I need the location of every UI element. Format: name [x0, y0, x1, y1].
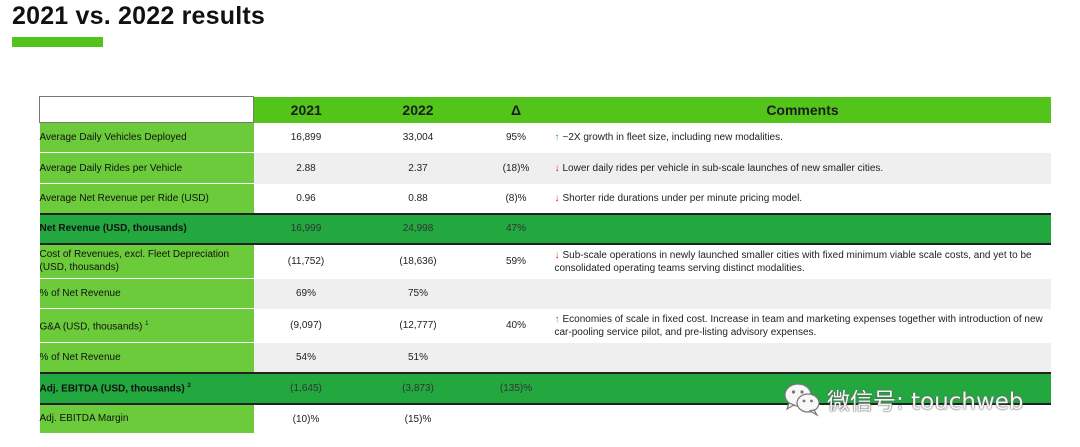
table-row: % of Net Revenue 69% 75% — [39, 278, 1051, 309]
value-delta: (8)% — [477, 183, 555, 214]
row-label: % of Net Revenue — [39, 342, 254, 373]
comment-cell: ↑ Economies of scale in fixed cost. Incre… — [554, 308, 1051, 343]
wechat-watermark: 微信号: touchweb — [783, 380, 1024, 418]
row-label: G&A (USD, thousands) 1 — [39, 308, 254, 343]
arrow-up-icon: ↑ — [554, 132, 560, 143]
arrow-down-icon: ↓ — [554, 192, 560, 204]
comment-text: Lower daily rides per vehicle in sub-sca… — [562, 162, 884, 174]
value-2021: 16,999 — [253, 212, 359, 245]
header-blank-cell — [39, 96, 254, 123]
wechat-icon — [783, 381, 821, 417]
arrow-down-icon: ↓ — [554, 249, 560, 261]
row-label: % of Net Revenue — [39, 278, 254, 309]
value-2021: (11,752) — [253, 243, 359, 279]
row-label-text: G&A (USD, thousands) — [39, 321, 143, 333]
value-2022: 33,004 — [358, 122, 478, 153]
value-2021: (9,097) — [253, 308, 359, 343]
value-2022: (12,777) — [358, 308, 478, 343]
table-row-emphasis: Adj. EBITDA (USD, thousands) 2 (1,645) (… — [39, 371, 1051, 405]
page-title: 2021 vs. 2022 results — [12, 2, 266, 30]
value-2021: 2.88 — [253, 152, 359, 184]
comment-cell: ↓ Sub-scale operations in newly launched … — [554, 243, 1051, 279]
value-delta: (18)% — [477, 152, 555, 184]
header-2021: 2021 — [253, 96, 359, 123]
comment-cell — [554, 212, 1051, 245]
header-comments: Comments — [554, 96, 1051, 123]
value-2021: (10)% — [253, 403, 359, 434]
value-2022: (15)% — [358, 403, 478, 434]
table-row-emphasis: Net Revenue (USD, thousands) 16,999 24,9… — [39, 212, 1051, 245]
value-2021: 0.96 — [253, 183, 359, 214]
value-2022: 2.37 — [358, 152, 478, 184]
table-header-row: 2021 2022 Δ Comments — [39, 96, 1051, 123]
value-2022: 24,998 — [358, 212, 478, 245]
comment-cell: ↓ Lower daily rides per vehicle in sub-sc… — [554, 152, 1051, 184]
value-2022: 75% — [358, 278, 478, 309]
row-label: Average Daily Vehicles Deployed — [39, 122, 254, 153]
results-table: 2021 2022 Δ Comments Average Daily Vehic… — [39, 96, 1051, 434]
comment-text: Economies of scale in fixed cost. Increa… — [554, 313, 1043, 338]
watermark-text: 微信号: touchweb — [827, 389, 1024, 415]
value-2021: (1,645) — [253, 371, 359, 405]
value-delta — [477, 403, 555, 434]
value-delta: 59% — [477, 243, 555, 279]
table-row: Average Daily Rides per Vehicle 2.88 2.3… — [39, 152, 1051, 184]
row-label: Average Daily Rides per Vehicle — [39, 152, 254, 184]
footnote-marker: 1 — [145, 320, 149, 327]
footnote-marker: 2 — [187, 383, 191, 390]
arrow-up-icon: ↑ — [554, 313, 560, 325]
comment-cell: ↓ Shorter ride durations under per minute… — [554, 183, 1051, 214]
table-row: Adj. EBITDA Margin (10)% (15)% — [39, 403, 1051, 434]
row-label: Net Revenue (USD, thousands) — [39, 212, 254, 245]
row-label-text: Adj. EBITDA (USD, thousands) — [39, 383, 185, 395]
value-2022: (3,873) — [358, 371, 478, 405]
value-2021: 69% — [253, 278, 359, 309]
arrow-down-icon: ↓ — [554, 162, 560, 174]
table-row: Average Net Revenue per Ride (USD) 0.96 … — [39, 183, 1051, 214]
value-delta: 95% — [477, 122, 555, 153]
value-delta: (135)% — [477, 371, 555, 405]
table-row: Average Daily Vehicles Deployed 16,899 3… — [39, 122, 1051, 153]
table-row: Cost of Revenues, excl. Fleet Depreciati… — [39, 243, 1051, 279]
value-delta — [477, 278, 555, 309]
value-2022: (18,636) — [358, 243, 478, 279]
comment-cell — [554, 278, 1051, 309]
row-label: Average Net Revenue per Ride (USD) — [39, 183, 254, 214]
title-underline-bar — [12, 37, 103, 47]
comment-text: ~2X growth in fleet size, including new … — [562, 132, 783, 143]
value-delta — [477, 342, 555, 373]
row-label: Adj. EBITDA (USD, thousands) 2 — [39, 371, 254, 405]
header-delta: Δ — [477, 96, 555, 123]
row-label: Adj. EBITDA Margin — [39, 403, 254, 434]
comment-text: Shorter ride durations under per minute … — [562, 192, 803, 204]
value-2021: 16,899 — [253, 122, 359, 153]
comment-cell — [554, 342, 1051, 373]
comment-cell: ↑ ~2X growth in fleet size, including new… — [554, 122, 1051, 153]
comment-text: Sub-scale operations in newly launched s… — [554, 249, 1032, 274]
value-delta: 47% — [477, 212, 555, 245]
table-row: G&A (USD, thousands) 1 (9,097) (12,777) … — [39, 308, 1051, 343]
row-label: Cost of Revenues, excl. Fleet Depreciati… — [39, 243, 254, 279]
value-2021: 54% — [253, 342, 359, 373]
value-2022: 51% — [358, 342, 478, 373]
value-2022: 0.88 — [358, 183, 478, 214]
value-delta: 40% — [477, 308, 555, 343]
table-row: % of Net Revenue 54% 51% — [39, 342, 1051, 373]
header-2022: 2022 — [358, 96, 478, 123]
